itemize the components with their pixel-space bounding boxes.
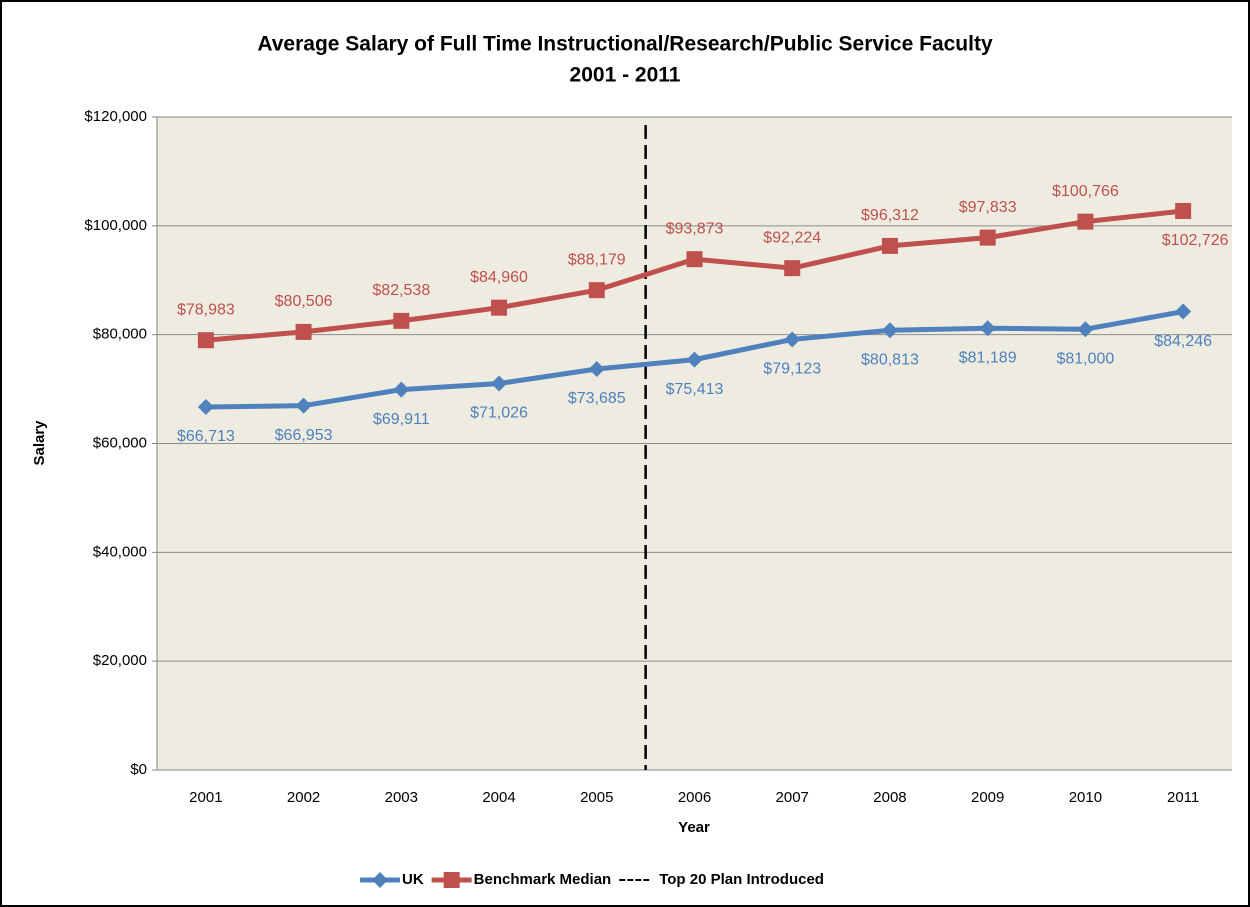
x-tick-label: 2006 <box>678 789 711 806</box>
data-label: $88,179 <box>568 251 626 268</box>
data-label: $75,413 <box>666 381 724 398</box>
data-label: $92,224 <box>763 229 821 246</box>
y-tick-label: $120,000 <box>84 108 147 125</box>
data-label: $80,506 <box>275 293 333 310</box>
legend-label: Benchmark Median <box>474 871 612 888</box>
x-tick-label: 2003 <box>385 789 418 806</box>
x-tick-label: 2005 <box>580 789 613 806</box>
legend-label: UK <box>402 871 424 888</box>
data-label: $96,312 <box>861 207 919 224</box>
x-tick-label: 2002 <box>287 789 320 806</box>
data-label: $66,953 <box>275 427 333 444</box>
marker <box>393 312 410 329</box>
data-label: $73,685 <box>568 390 626 407</box>
y-tick-label: $100,000 <box>84 217 147 234</box>
chart-title: Average Salary of Full Time Instructiona… <box>257 33 993 56</box>
y-tick-label: $80,000 <box>93 326 147 343</box>
marker <box>1077 213 1094 230</box>
data-label: $84,246 <box>1154 333 1212 350</box>
marker <box>588 282 605 299</box>
y-tick-label: $20,000 <box>93 652 147 669</box>
legend-marker <box>443 872 460 888</box>
x-tick-label: 2001 <box>189 789 222 806</box>
data-label: $97,833 <box>959 199 1017 216</box>
marker <box>979 320 996 337</box>
data-label: $84,960 <box>470 269 528 286</box>
data-label: $80,813 <box>861 351 919 368</box>
y-tick-label: $40,000 <box>93 543 147 560</box>
data-label: $69,911 <box>373 411 430 428</box>
data-label: $81,189 <box>959 349 1017 366</box>
x-tick-label: 2010 <box>1069 789 1102 806</box>
marker <box>784 331 801 348</box>
x-tick-label: 2008 <box>873 789 906 806</box>
marker <box>1175 202 1192 219</box>
marker <box>1077 321 1094 338</box>
y-tick-label: $60,000 <box>93 434 147 451</box>
marker <box>686 351 703 368</box>
data-label: $79,123 <box>763 361 821 378</box>
x-axis-title: Year <box>678 819 710 836</box>
marker <box>295 323 312 340</box>
legend-label: Top 20 Plan Introduced <box>659 871 824 888</box>
marker <box>881 322 898 339</box>
y-axis-title: Salary <box>31 420 48 466</box>
marker <box>393 381 410 398</box>
data-label: $71,026 <box>470 405 528 422</box>
marker <box>491 375 508 392</box>
data-label: $102,726 <box>1162 232 1229 249</box>
marker <box>979 229 996 246</box>
data-label: $66,713 <box>177 428 235 445</box>
marker <box>881 237 898 254</box>
x-tick-label: 2007 <box>776 789 809 806</box>
marker <box>295 397 312 414</box>
data-label: $78,983 <box>177 301 235 318</box>
x-tick-label: 2004 <box>482 789 515 806</box>
legend-marker <box>372 872 388 888</box>
marker <box>686 251 703 268</box>
marker <box>197 398 214 415</box>
marker <box>197 332 214 349</box>
data-label: $93,873 <box>666 220 724 237</box>
y-tick-label: $0 <box>130 761 147 778</box>
marker <box>784 260 801 277</box>
data-label: $82,538 <box>372 282 430 299</box>
chart-subtitle: 2001 - 2011 <box>570 64 681 87</box>
x-tick-label: 2011 <box>1167 789 1199 806</box>
data-label: $81,000 <box>1056 350 1114 367</box>
x-tick-label: 2009 <box>971 789 1004 806</box>
marker <box>588 361 605 378</box>
marker <box>1175 303 1192 320</box>
marker <box>491 299 508 316</box>
data-label: $100,766 <box>1052 183 1119 200</box>
